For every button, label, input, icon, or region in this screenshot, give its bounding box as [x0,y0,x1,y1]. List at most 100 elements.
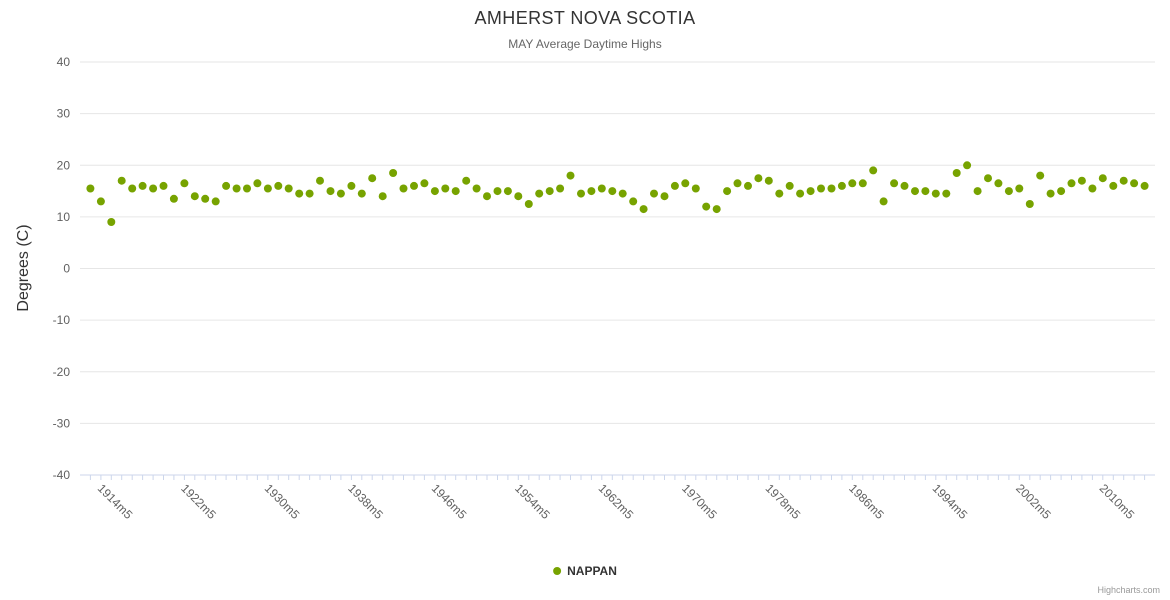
data-point[interactable] [911,187,919,196]
data-point[interactable] [921,187,930,196]
data-point[interactable] [201,194,210,203]
data-point[interactable] [629,197,638,206]
data-point[interactable] [900,181,909,190]
data-point[interactable] [483,192,491,201]
data-point[interactable] [535,189,544,198]
data-point[interactable] [149,184,158,193]
data-point[interactable] [368,174,377,183]
data-point[interactable] [587,187,596,196]
data-point[interactable] [503,187,512,196]
data-point[interactable] [848,179,857,188]
data-point[interactable] [284,184,293,193]
data-point[interactable] [796,189,805,198]
data-point[interactable] [159,181,168,190]
data-point[interactable] [702,202,711,211]
data-point[interactable] [837,181,846,190]
data-point[interactable] [785,181,794,190]
data-point[interactable] [1036,171,1045,180]
data-point[interactable] [691,184,700,193]
data-point[interactable] [274,181,283,190]
data-point[interactable] [994,179,1003,188]
data-point[interactable] [263,184,272,193]
data-point[interactable] [1025,200,1034,208]
data-point[interactable] [138,181,147,190]
data-point[interactable] [566,171,575,180]
data-point[interactable] [180,179,189,188]
data-point[interactable] [107,218,116,226]
data-point[interactable] [305,189,314,198]
data-point[interactable] [410,181,418,190]
data-point[interactable] [764,176,773,185]
data-point[interactable] [556,184,565,193]
data-point[interactable] [952,169,961,177]
data-point[interactable] [1088,184,1097,193]
data-point[interactable] [451,187,460,196]
data-point[interactable] [670,181,679,190]
data-point[interactable] [128,184,137,193]
data-point[interactable] [879,197,888,206]
data-point[interactable] [462,176,471,185]
data-point[interactable] [514,192,523,201]
data-point[interactable] [1057,187,1066,196]
data-point[interactable] [723,187,732,196]
data-point[interactable] [232,184,241,193]
data-point[interactable] [817,184,825,193]
data-point[interactable] [169,194,178,203]
data-point[interactable] [1130,179,1139,188]
data-point[interactable] [639,205,648,214]
data-point[interactable] [712,205,721,214]
data-point[interactable] [493,187,502,196]
data-point[interactable] [869,166,878,175]
data-point[interactable] [347,181,356,190]
data-point[interactable] [1015,184,1024,193]
data-point[interactable] [608,187,617,196]
data-point[interactable] [420,179,429,188]
data-point[interactable] [660,192,669,201]
data-point[interactable] [545,187,554,196]
data-point[interactable] [1046,189,1055,198]
data-point[interactable] [117,176,126,185]
data-point[interactable] [775,189,784,198]
data-point[interactable] [942,189,951,198]
data-point[interactable] [744,181,752,190]
data-point[interactable] [211,197,220,206]
data-point[interactable] [316,176,324,185]
data-point[interactable] [253,179,262,188]
data-point[interactable] [472,184,481,193]
data-point[interactable] [1067,179,1076,188]
legend-item-nappan[interactable]: NAPPAN [553,564,617,578]
data-point[interactable] [430,187,439,196]
data-point[interactable] [399,184,408,193]
data-point[interactable] [618,189,627,198]
data-point[interactable] [389,169,398,177]
data-point[interactable] [984,174,992,183]
highcharts-credit-link[interactable]: Highcharts.com [1097,585,1160,595]
data-point[interactable] [806,187,815,196]
data-point[interactable] [96,197,105,206]
data-point[interactable] [597,184,606,193]
data-point[interactable] [963,161,972,170]
data-point[interactable] [1098,174,1107,183]
data-point[interactable] [86,184,95,193]
data-point[interactable] [222,181,231,190]
data-point[interactable] [1119,176,1128,185]
data-point[interactable] [1077,176,1086,185]
data-point[interactable] [326,187,335,196]
data-point[interactable] [1140,181,1149,190]
data-point[interactable] [336,189,345,198]
data-point[interactable] [1109,181,1118,190]
data-point[interactable] [243,184,251,193]
data-point[interactable] [524,200,533,208]
data-point[interactable] [827,184,836,193]
data-point[interactable] [858,179,867,188]
data-point[interactable] [931,189,940,198]
data-point[interactable] [577,189,585,198]
data-point[interactable] [754,174,763,183]
data-point[interactable] [1004,187,1013,196]
data-point[interactable] [973,187,982,196]
data-point[interactable] [733,179,742,188]
data-point[interactable] [378,192,387,201]
data-point[interactable] [650,189,658,198]
data-point[interactable] [190,192,199,201]
data-point[interactable] [295,189,304,198]
